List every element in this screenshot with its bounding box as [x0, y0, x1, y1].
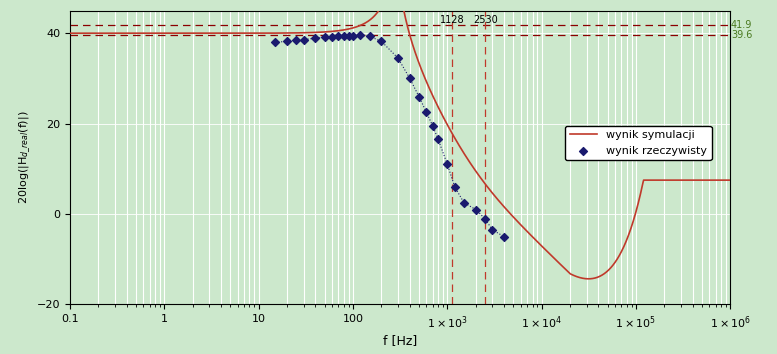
Text: 1128: 1128	[440, 15, 465, 25]
wynik rzeczywisty	[420, 109, 433, 115]
wynik rzeczywisty	[448, 184, 461, 190]
wynik rzeczywisty	[347, 33, 359, 39]
wynik symulacji	[347, 26, 357, 30]
wynik symulacji	[584, 277, 593, 281]
wynik rzeczywisty	[269, 39, 281, 45]
Y-axis label: 20log(|H$_{d\_real}$(f)|): 20log(|H$_{d\_real}$(f)|)	[17, 111, 33, 204]
wynik rzeczywisty	[375, 39, 388, 44]
wynik symulacji	[65, 31, 75, 35]
wynik rzeczywisty	[403, 76, 416, 81]
X-axis label: f [Hz]: f [Hz]	[383, 333, 417, 347]
wynik rzeczywisty	[319, 34, 331, 40]
wynik rzeczywisty	[441, 161, 454, 167]
wynik rzeczywisty	[432, 137, 444, 142]
wynik rzeczywisty	[486, 227, 499, 233]
wynik rzeczywisty	[298, 37, 310, 42]
wynik rzeczywisty	[458, 200, 470, 206]
wynik rzeczywisty	[280, 39, 293, 44]
Line: wynik symulacji: wynik symulacji	[70, 0, 730, 279]
wynik symulacji	[642, 178, 651, 182]
wynik rzeczywisty	[427, 123, 439, 129]
wynik rzeczywisty	[469, 207, 482, 212]
wynik rzeczywisty	[413, 94, 425, 99]
Legend: wynik symulacji, wynik rzeczywisty: wynik symulacji, wynik rzeczywisty	[565, 126, 712, 160]
wynik rzeczywisty	[343, 33, 355, 39]
wynik rzeczywisty	[326, 34, 338, 40]
Text: 41.9: 41.9	[731, 19, 752, 30]
wynik rzeczywisty	[392, 55, 404, 61]
wynik rzeczywisty	[364, 34, 376, 39]
wynik rzeczywisty	[290, 38, 302, 43]
wynik rzeczywisty	[338, 33, 350, 39]
wynik rzeczywisty	[332, 34, 344, 39]
wynik rzeczywisty	[354, 33, 367, 38]
wynik symulacji	[713, 178, 723, 182]
wynik symulacji	[141, 31, 150, 35]
Text: 39.6: 39.6	[731, 30, 752, 40]
wynik rzeczywisty	[479, 216, 491, 221]
wynik symulacji	[726, 178, 735, 182]
Text: 2530: 2530	[473, 15, 498, 25]
wynik symulacji	[179, 31, 189, 35]
wynik rzeczywisty	[309, 35, 322, 41]
wynik symulacji	[319, 30, 328, 34]
wynik rzeczywisty	[498, 234, 510, 239]
